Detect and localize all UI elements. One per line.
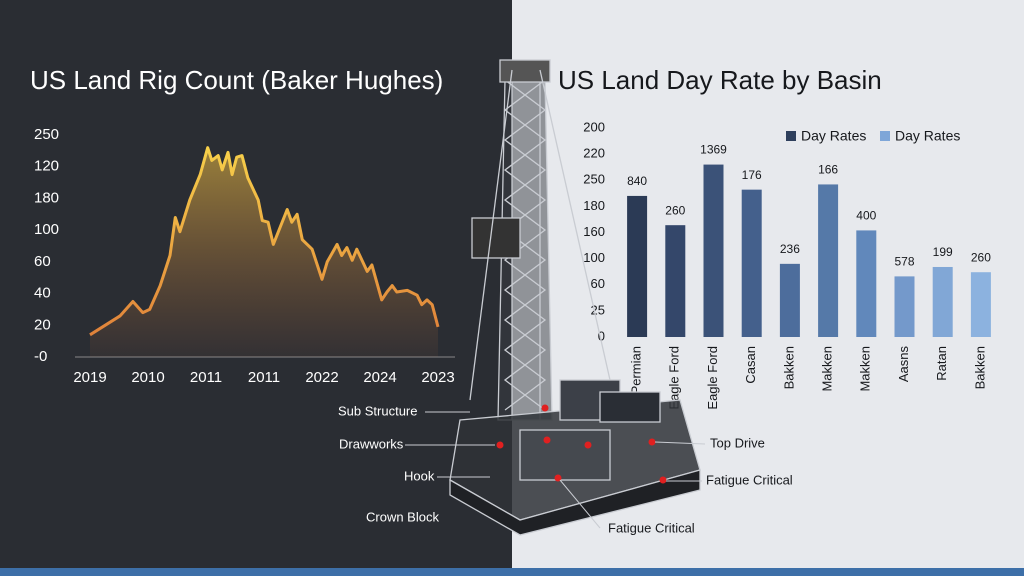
bar	[818, 184, 839, 337]
x-tick-label: Aasns	[896, 346, 911, 383]
chart-title: US Land Rig Count (Baker Hughes)	[30, 65, 443, 95]
leader-lines	[405, 411, 706, 529]
y-tick-label: 160	[583, 224, 605, 239]
x-tick-label: 2022	[305, 369, 338, 386]
x-tick-label: 2011	[190, 369, 222, 386]
bar	[627, 195, 648, 337]
rig-label: Top Drive	[710, 435, 765, 450]
y-tick-label: 200	[583, 119, 605, 134]
x-tick-label: Bakken	[781, 346, 796, 389]
bar	[932, 266, 953, 337]
rig-label: Fatigue Critical	[608, 520, 695, 535]
line	[89, 146, 440, 337]
area	[90, 147, 438, 357]
y-tick-label: 250	[34, 126, 59, 143]
rig-markers	[496, 404, 667, 484]
x-tick-label: Permian	[629, 346, 644, 394]
bottom-strip	[0, 568, 1024, 576]
rig-illustration	[449, 59, 701, 536]
x-tick-label: 2010	[131, 369, 164, 386]
y-tick-label: 100	[583, 250, 605, 265]
value-label: 166	[818, 163, 838, 177]
value-label: 260	[665, 203, 685, 217]
y-tick-label: 180	[583, 198, 605, 213]
rig-label: Hook	[404, 468, 435, 483]
value-label: 236	[780, 242, 800, 256]
rig-label: Drawworks	[339, 436, 404, 451]
rig-label: Fatigue Critical	[706, 472, 793, 487]
x-tick-label: Bakken	[972, 346, 987, 389]
x-tick-label: 2024	[363, 369, 396, 386]
y-tick-label: 60	[34, 253, 51, 270]
x-tick-label: Eagle Ford	[705, 346, 720, 410]
y-tick-label: 0	[598, 328, 605, 343]
y-tick-label: 60	[591, 276, 605, 291]
value-label: 400	[856, 209, 876, 223]
bar	[741, 189, 762, 337]
rig-label: Crown Block	[366, 509, 439, 524]
x-tick-label: Makken	[820, 346, 835, 392]
x-tick-label: Ratan	[934, 346, 949, 381]
chart-title: US Land Day Rate by Basin	[558, 65, 882, 95]
value-label: 199	[933, 245, 953, 259]
value-label: 1369	[700, 143, 727, 157]
rig-labels: Sub Structure Drawworks Hook Crown Block…	[338, 403, 793, 535]
value-label: 840	[627, 174, 647, 188]
bar	[970, 272, 991, 337]
y-tick-label: 25	[591, 302, 605, 317]
x-tick-label: Makken	[858, 346, 873, 392]
y-tick-label: 180	[34, 189, 59, 206]
legend-swatch	[786, 131, 796, 141]
x-tick-label: 2023	[421, 369, 454, 386]
y-tick-label: 120	[34, 158, 59, 175]
value-label: 578	[894, 255, 914, 269]
legend-swatch	[880, 131, 890, 141]
value-label: 260	[971, 250, 991, 264]
y-tick-label: 220	[583, 146, 605, 161]
x-tick-label: 2011	[248, 369, 280, 386]
x-tick-label: Casan	[743, 346, 758, 384]
legend-label: Day Rates	[801, 128, 866, 144]
rig-label: Sub Structure	[338, 403, 418, 418]
x-tick-label: Eagle Ford	[667, 346, 682, 410]
y-tick-label: 20	[34, 316, 51, 333]
bar	[665, 225, 686, 337]
x-tick-label: 2019	[73, 369, 106, 386]
bar	[894, 276, 915, 337]
y-tick-label: 250	[583, 172, 605, 187]
y-tick-label: -0	[34, 348, 47, 365]
bar	[856, 230, 877, 337]
bar	[703, 164, 724, 337]
legend-label: Day Rates	[895, 128, 960, 144]
y-tick-label: 40	[34, 285, 51, 302]
bar	[779, 263, 800, 337]
value-label: 176	[742, 168, 762, 182]
y-tick-label: 100	[34, 221, 59, 238]
